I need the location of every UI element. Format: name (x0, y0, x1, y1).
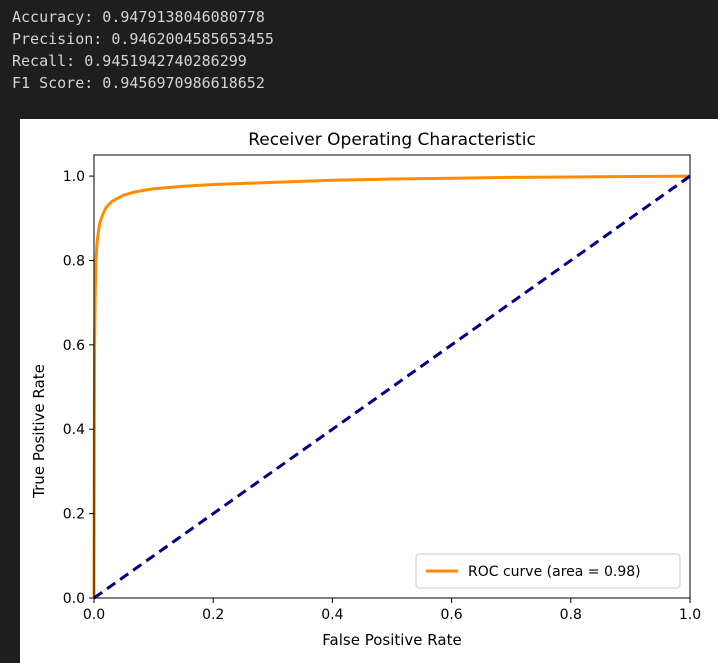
x-tick-label: 0.4 (321, 607, 343, 623)
cell-output: Accuracy: 0.9479138046080778 Precision: … (12, 6, 274, 94)
y-tick-label: 1.0 (63, 169, 85, 185)
x-tick-label: 0.0 (83, 607, 105, 623)
y-axis-label: True Positive Rate (30, 364, 48, 499)
x-axis-label: False Positive Rate (322, 631, 461, 649)
chart-title: Receiver Operating Characteristic (248, 130, 536, 150)
legend-box (415, 553, 681, 589)
y-tick-label: 0.0 (63, 591, 85, 607)
legend-label: ROC curve (area = 0.98) (468, 564, 641, 580)
accuracy-line: Accuracy: 0.9479138046080778 (12, 8, 265, 26)
precision-line: Precision: 0.9462004585653455 (12, 30, 274, 48)
f1-score-line: F1 Score: 0.9456970986618652 (12, 74, 265, 92)
roc-curve-line (92, 174, 691, 599)
roc-chart: Receiver Operating Characteristic False … (30, 130, 701, 649)
x-tick-label: 0.8 (560, 607, 582, 623)
y-tick-label: 0.6 (63, 338, 85, 354)
x-tick-label: 0.2 (202, 607, 224, 623)
recall-line: Recall: 0.9451942740286299 (12, 52, 247, 70)
y-tick-label: 0.2 (63, 507, 85, 523)
y-tick-label: 0.4 (63, 422, 85, 438)
chance-diagonal-line (93, 174, 691, 600)
x-tick-label: 1.0 (679, 607, 701, 623)
plot-frame (93, 154, 691, 599)
roc-figure: Receiver Operating Characteristic False … (20, 119, 718, 663)
x-tick-label: 0.6 (440, 607, 462, 623)
y-tick-label: 0.8 (63, 253, 85, 269)
